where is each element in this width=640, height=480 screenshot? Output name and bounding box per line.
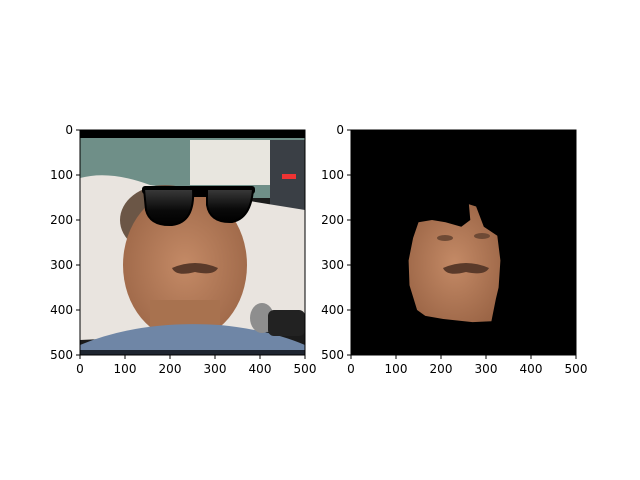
left-x-tick-label: 300 (204, 362, 227, 376)
left-y-tick-label: 0 (65, 123, 73, 137)
left-x-tick-label: 500 (294, 362, 317, 376)
right-y-tick-label: 200 (321, 213, 344, 227)
microphone-body (268, 310, 305, 336)
right-y-tick-label: 0 (336, 123, 344, 137)
left-y-tick-label: 200 (50, 213, 73, 227)
cutout-right-eye (474, 233, 490, 239)
sunglasses (142, 186, 255, 227)
right-y-tick-label: 100 (321, 168, 344, 182)
left-lens (142, 188, 195, 227)
right-image-panel (351, 130, 576, 355)
wall-paper (190, 140, 275, 185)
left-y-tick-label: 500 (50, 348, 73, 362)
sunglasses-bridge (193, 193, 207, 197)
left-x-tick-label: 200 (159, 362, 182, 376)
right-x-tick-label: 100 (385, 362, 408, 376)
gown (80, 324, 305, 355)
mustache (172, 263, 218, 274)
right-x-tick-label: 400 (520, 362, 543, 376)
left-x-tick-label: 400 (249, 362, 272, 376)
top-band (80, 130, 305, 138)
cutout-left-eye (437, 235, 453, 241)
right-y-tick-label: 300 (321, 258, 344, 272)
right-x-tick-label: 300 (475, 362, 498, 376)
left-image-panel (80, 130, 305, 355)
right-y-tick-label: 500 (321, 348, 344, 362)
right-x-tick-label: 0 (347, 362, 355, 376)
right-y-tick-label: 400 (321, 303, 344, 317)
left-x-tick-label: 100 (114, 362, 137, 376)
left-x-tick-label: 0 (76, 362, 84, 376)
monitor-display (282, 174, 296, 179)
cutout-mustache (443, 263, 489, 274)
right-x-tick-label: 500 (565, 362, 588, 376)
right-lens (206, 188, 255, 224)
right-x-tick-label: 200 (430, 362, 453, 376)
left-y-tick-label: 300 (50, 258, 73, 272)
left-y-tick-label: 100 (50, 168, 73, 182)
bottom-band (80, 350, 305, 355)
right-axes-frame (350, 129, 577, 356)
left-axes-frame (79, 129, 306, 356)
left-y-tick-label: 400 (50, 303, 73, 317)
